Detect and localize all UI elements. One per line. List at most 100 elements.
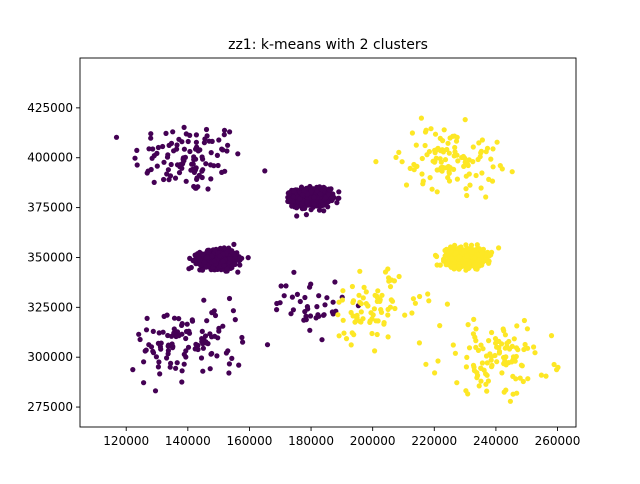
- data-point-cluster-1: [517, 375, 523, 381]
- data-point-cluster-0: [217, 253, 223, 259]
- data-point-cluster-1: [417, 293, 423, 300]
- data-point-cluster-0: [308, 189, 314, 195]
- data-point-cluster-1: [513, 376, 519, 382]
- data-point-cluster-0: [194, 144, 200, 150]
- data-point-cluster-0: [336, 189, 342, 195]
- data-point-cluster-1: [471, 364, 477, 370]
- data-point-cluster-1: [469, 249, 475, 255]
- data-point-cluster-1: [449, 256, 455, 262]
- data-point-cluster-0: [321, 208, 327, 214]
- data-point-cluster-1: [452, 350, 458, 356]
- data-point-cluster-1: [340, 317, 346, 323]
- data-point-cluster-1: [484, 388, 490, 394]
- data-point-cluster-1: [464, 253, 470, 259]
- data-point-cluster-1: [479, 262, 485, 268]
- data-point-cluster-1: [473, 247, 479, 253]
- data-point-cluster-0: [193, 139, 199, 145]
- data-point-cluster-0: [304, 199, 310, 205]
- x-tick-label: 140000: [165, 434, 211, 448]
- data-point-cluster-1: [452, 144, 458, 151]
- data-point-cluster-0: [335, 195, 341, 202]
- data-point-cluster-1: [509, 169, 515, 175]
- data-point-cluster-1: [548, 333, 555, 339]
- data-point-cluster-0: [193, 132, 199, 138]
- data-point-cluster-0: [203, 126, 210, 133]
- data-point-cluster-1: [403, 182, 410, 188]
- data-point-cluster-0: [214, 152, 220, 158]
- data-point-cluster-0: [314, 304, 320, 310]
- data-point-cluster-0: [281, 293, 287, 299]
- data-point-cluster-1: [503, 387, 509, 393]
- data-point-cluster-1: [385, 312, 391, 318]
- data-point-cluster-1: [423, 127, 429, 133]
- data-point-cluster-0: [160, 143, 166, 150]
- data-point-cluster-1: [470, 159, 476, 165]
- data-point-cluster-0: [288, 311, 294, 317]
- data-point-cluster-0: [334, 200, 340, 206]
- data-point-cluster-0: [290, 307, 296, 313]
- data-point-cluster-0: [183, 178, 189, 184]
- data-point-cluster-1: [466, 345, 473, 351]
- data-point-cluster-1: [396, 273, 402, 280]
- data-point-cluster-1: [409, 130, 415, 136]
- data-point-cluster-0: [179, 322, 185, 328]
- data-point-cluster-1: [501, 354, 507, 361]
- data-point-cluster-1: [371, 306, 377, 312]
- data-point-cluster-1: [396, 149, 402, 155]
- data-point-cluster-1: [511, 336, 517, 342]
- data-point-cluster-1: [434, 262, 440, 268]
- data-point-cluster-1: [349, 330, 355, 336]
- data-point-cluster-1: [500, 326, 506, 332]
- data-point-cluster-1: [496, 338, 502, 344]
- data-point-cluster-0: [278, 283, 284, 289]
- data-point-cluster-0: [286, 190, 292, 196]
- data-point-cluster-0: [198, 355, 205, 361]
- data-point-cluster-1: [446, 170, 452, 176]
- data-point-cluster-1: [360, 295, 366, 301]
- data-point-cluster-0: [307, 313, 314, 319]
- data-point-cluster-1: [486, 260, 492, 266]
- data-point-cluster-0: [174, 360, 180, 366]
- data-point-cluster-0: [231, 241, 237, 247]
- data-point-cluster-1: [464, 192, 470, 199]
- data-point-cluster-0: [302, 294, 308, 301]
- data-point-cluster-1: [442, 247, 448, 254]
- data-point-cluster-0: [161, 159, 167, 165]
- data-point-cluster-0: [299, 192, 306, 198]
- data-point-cluster-0: [320, 202, 326, 208]
- data-point-cluster-1: [356, 292, 362, 298]
- data-point-cluster-1: [468, 242, 475, 248]
- data-point-cluster-0: [297, 196, 303, 202]
- data-point-cluster-1: [363, 289, 369, 295]
- data-point-cluster-1: [373, 318, 379, 324]
- data-point-cluster-1: [378, 309, 385, 315]
- data-point-cluster-0: [240, 339, 246, 345]
- data-point-cluster-1: [515, 347, 521, 353]
- data-point-cluster-1: [350, 313, 356, 319]
- data-point-cluster-1: [425, 291, 431, 297]
- data-point-cluster-1: [367, 319, 373, 325]
- data-point-cluster-0: [180, 156, 186, 162]
- data-point-cluster-0: [179, 368, 185, 374]
- data-point-cluster-0: [307, 327, 313, 333]
- data-point-cluster-0: [134, 162, 140, 168]
- data-point-cluster-1: [379, 292, 385, 298]
- data-point-cluster-1: [483, 353, 490, 359]
- data-point-cluster-0: [164, 355, 170, 361]
- data-point-cluster-0: [185, 138, 191, 145]
- data-point-cluster-0: [173, 365, 179, 371]
- data-point-cluster-0: [207, 366, 213, 372]
- data-point-cluster-0: [237, 255, 243, 261]
- data-point-cluster-0: [215, 162, 221, 169]
- data-point-cluster-1: [519, 363, 525, 369]
- data-point-cluster-0: [204, 133, 210, 139]
- data-point-cluster-0: [185, 344, 192, 350]
- data-point-cluster-0: [143, 327, 150, 333]
- data-point-cluster-1: [423, 361, 429, 367]
- data-point-cluster-1: [446, 150, 452, 156]
- data-point-cluster-1: [385, 334, 391, 340]
- data-point-cluster-0: [192, 346, 198, 352]
- data-point-cluster-1: [463, 242, 469, 248]
- data-point-cluster-0: [209, 253, 215, 259]
- data-point-cluster-1: [349, 283, 355, 290]
